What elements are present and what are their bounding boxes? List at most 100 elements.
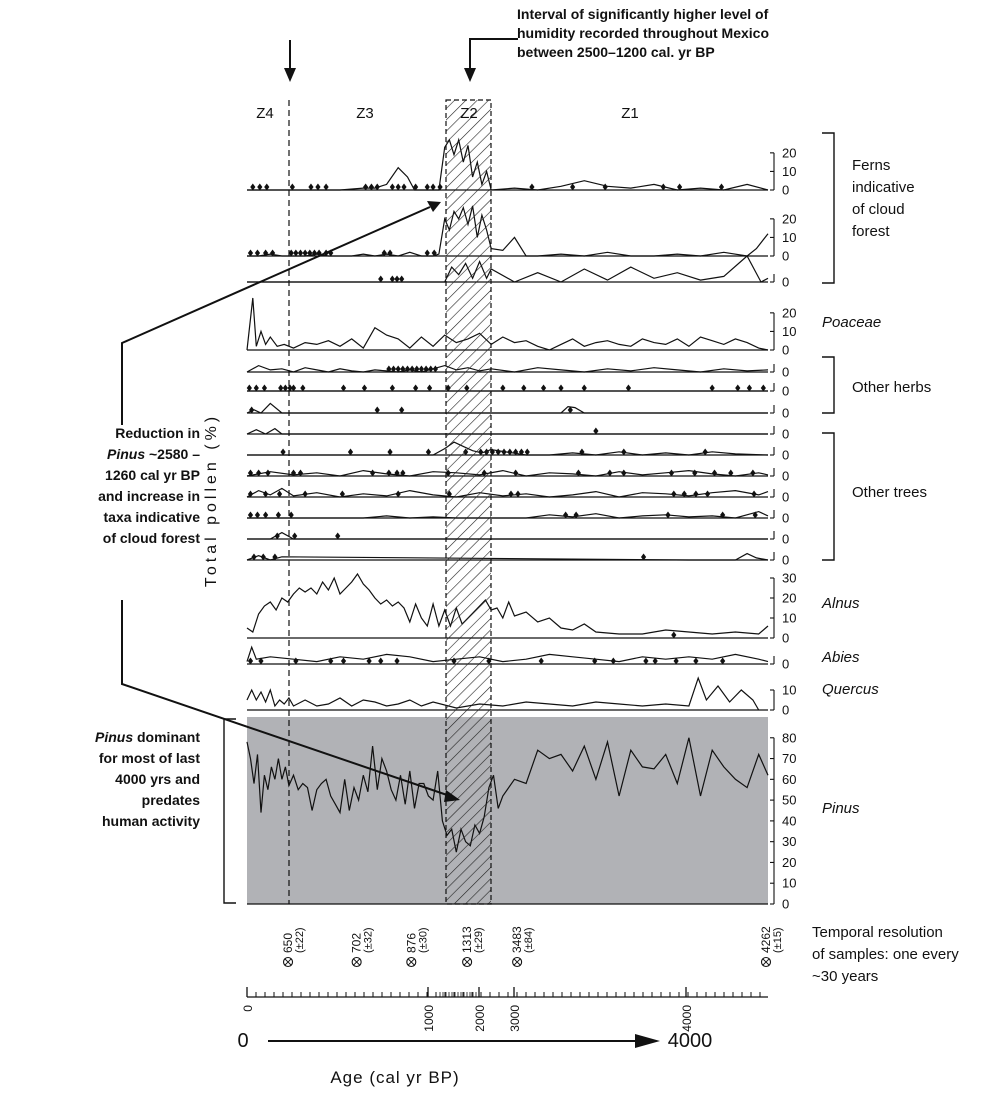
marker-tree3-17 <box>711 469 718 477</box>
marker-abies-0 <box>247 657 254 665</box>
x-axis: 0 1000 2000 3000 4000 <box>241 987 768 1032</box>
group-label-ferns-1: Ferns <box>852 157 890 174</box>
marker-tree5-5 <box>563 511 569 519</box>
group-label-trees: Other trees <box>852 484 927 501</box>
marker-herb3-2 <box>399 406 405 414</box>
panel-tree1: 0 <box>246 426 789 442</box>
date-4: 3483 (±84) <box>510 926 535 968</box>
date-err-4: (±84) <box>523 927 535 953</box>
annotation-left1-approx: ~2580 – <box>145 446 200 462</box>
panel-herb2: 0 <box>246 383 789 399</box>
date-5: 4262 (±15) <box>759 926 784 968</box>
marker-fern1-18 <box>570 183 576 191</box>
marker-herb1-1 <box>390 365 397 373</box>
taxon-label-quercus: Quercus <box>822 681 879 698</box>
taxon-label-abies: Abies <box>821 649 860 666</box>
marker-abies-1 <box>258 657 264 665</box>
zone-label-z2: Z2 <box>460 105 478 122</box>
pointer-to-fern-peak <box>121 201 441 425</box>
marker-fern2-13 <box>381 249 387 257</box>
marker-fern2-15 <box>424 249 430 257</box>
ytick-label-pinus-6: 20 <box>782 855 796 870</box>
marker-herb1-9 <box>428 365 434 373</box>
annotation-left1-line2: Pinus ~2580 – <box>107 446 200 462</box>
marker-fern1-0 <box>250 183 256 191</box>
marker-herb2-8 <box>340 384 347 392</box>
curve-tree6 <box>247 531 768 540</box>
marker-fern1-13 <box>413 183 419 191</box>
annotation-left1-line5: taxa indicative <box>104 509 201 525</box>
date-age-4: 3483 <box>510 926 524 953</box>
ytick-label-pinus-5: 30 <box>782 834 796 849</box>
panel-tree7: 0 <box>246 552 789 568</box>
marker-tree3-11 <box>513 469 519 477</box>
age-arrow-end: 4000 <box>668 1030 713 1052</box>
curve-alnus <box>246 572 769 635</box>
marker-abies-6 <box>378 657 384 665</box>
group-label-herbs: Other herbs <box>852 379 931 396</box>
group-label-ferns-4: forest <box>852 223 890 240</box>
marker-tree3-15 <box>668 469 675 477</box>
marker-herb2-24 <box>760 384 766 392</box>
curve-fern2 <box>247 205 769 257</box>
panel-fern2: 20 10 0 <box>247 205 796 264</box>
panel-abies: 0 <box>246 645 789 672</box>
marker-herb1-4 <box>404 365 411 373</box>
marker-fern1-10 <box>389 183 395 191</box>
date-3: 1313 (±29) <box>460 926 485 968</box>
ytick-label-alnus-2: 10 <box>782 611 796 626</box>
bracket-herbs <box>822 356 835 414</box>
ytick-label-fern1-0: 20 <box>782 145 796 160</box>
marker-herb2-23 <box>746 384 752 392</box>
bracket-ferns <box>822 132 835 284</box>
ytick-label-tree5-0: 0 <box>782 511 789 526</box>
marker-herb2-0 <box>246 384 252 392</box>
ytick-label-quercus-1: 0 <box>782 703 789 718</box>
panel-alnus: 30 20 10 0 <box>246 571 796 646</box>
ytick-label-alnus-3: 0 <box>782 631 789 646</box>
marker-tree3-6 <box>386 469 392 477</box>
marker-tree4-5 <box>395 490 401 498</box>
marker-fern1-15 <box>430 183 436 191</box>
date-err-0: (±22) <box>294 927 306 953</box>
annotation-left2-line3: 4000 yrs and <box>115 771 200 787</box>
ytick-label-poaceae-0: 20 <box>782 305 796 320</box>
marker-fern1-21 <box>677 183 683 191</box>
marker-herb3-0 <box>249 406 255 414</box>
marker-tree3-3 <box>290 469 297 477</box>
marker-tree3-2 <box>265 469 271 477</box>
curve-quercus <box>246 676 760 711</box>
annotation-left1-line6: of cloud forest <box>103 530 201 546</box>
marker-herb1-8 <box>423 365 429 373</box>
marker-tree3-0 <box>247 469 254 477</box>
ytick-label-pinus-3: 50 <box>782 793 796 808</box>
marker-herb2-11 <box>413 384 419 392</box>
marker-herb2-22 <box>735 384 741 392</box>
marker-alnus-0 <box>671 631 677 639</box>
ytick-label-fern3-0: 0 <box>782 275 789 290</box>
marker-tree2-1 <box>347 448 354 456</box>
annotation-top-line3: between 2500–1200 cal. yr BP <box>517 44 715 60</box>
annotation-top-line2: humidity recorded throughout Mexico <box>517 25 769 41</box>
curve-tree5 <box>247 510 769 519</box>
marker-abies-7 <box>394 657 400 665</box>
marker-fern1-6 <box>323 183 329 191</box>
marker-fern2-14 <box>387 249 393 257</box>
marker-fern1-2 <box>264 183 270 191</box>
marker-tree4-10 <box>681 490 687 498</box>
z2-hatched-band <box>445 99 492 905</box>
annotation-left2-line5: human activity <box>102 813 200 829</box>
pinus-background <box>247 717 768 904</box>
marker-fern2-2 <box>263 249 269 257</box>
ytick-label-poaceae-1: 10 <box>782 324 796 339</box>
curve-tree4 <box>246 487 769 498</box>
marker-herb1-7 <box>418 365 425 373</box>
marker-abies-5 <box>366 657 372 665</box>
ytick-label-alnus-1: 20 <box>782 591 796 606</box>
marker-fern3-1 <box>389 275 395 283</box>
marker-herb1-5 <box>409 365 415 373</box>
ytick-label-tree6-0: 0 <box>782 532 789 547</box>
marker-fern2-6 <box>297 249 304 257</box>
annotation-left2-dominant: dominant <box>133 729 200 745</box>
ytick-label-alnus-0: 30 <box>782 571 796 586</box>
